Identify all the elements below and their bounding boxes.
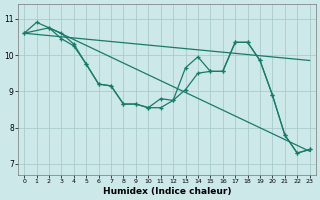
X-axis label: Humidex (Indice chaleur): Humidex (Indice chaleur) xyxy=(103,187,231,196)
